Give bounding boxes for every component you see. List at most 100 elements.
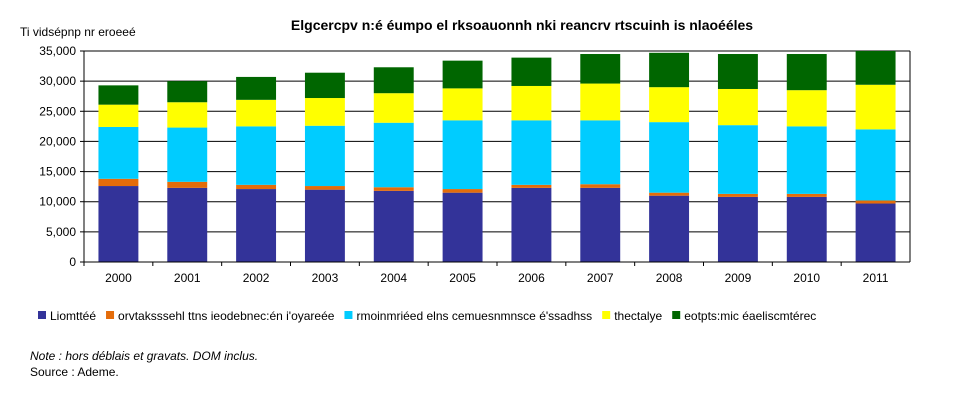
bar-segment [511, 57, 552, 86]
bars [98, 51, 896, 262]
bar-segment [580, 54, 621, 84]
y-tick-label: 15,000 [39, 165, 76, 179]
y-tick-label: 20,000 [39, 134, 76, 148]
bar-segment [717, 54, 758, 89]
legend-label: orvtaksssehl ttns ieodebnec:én i'oyareée [118, 309, 335, 323]
chart-note: Note : hors déblais et gravats. DOM incl… [30, 349, 259, 363]
bar-segment [580, 184, 621, 188]
bar-segment [236, 189, 277, 262]
bar-segment [649, 195, 690, 262]
x-tick-label: 2003 [312, 271, 339, 285]
legend-swatch [672, 311, 681, 319]
bar-segment [855, 84, 896, 130]
x-tick-label: 2001 [174, 271, 201, 285]
bar-segment [855, 200, 896, 204]
bar-segment [442, 88, 483, 121]
x-tick-label: 2008 [656, 271, 683, 285]
bar-segment [236, 76, 277, 100]
bar-segment [786, 90, 827, 127]
y-tick-label: 30,000 [39, 74, 76, 88]
bar-segment [167, 181, 208, 188]
legend-swatch [106, 311, 115, 319]
legend-swatch [344, 311, 353, 319]
bar-segment [304, 125, 345, 187]
gridlines [80, 50, 910, 263]
bar-segment [373, 190, 414, 262]
bar-segment [511, 184, 552, 188]
bar-segment [167, 102, 208, 128]
bar-segment [236, 184, 277, 190]
x-tick-label: 2011 [863, 271, 889, 285]
x-tick-label: 2000 [105, 271, 132, 285]
x-tick-labels: 2000 2001 2002 2003 2004 2005 2006 2007 2008 2009… [83, 262, 889, 285]
bar-segment [304, 189, 345, 262]
bar-segment [855, 51, 896, 85]
legend-label: Liomttéé [50, 309, 96, 323]
bar-segment [786, 196, 827, 262]
x-tick-label: 2006 [518, 271, 545, 285]
y-axis-label: Ti vidsépnp nr eroeeé [20, 25, 136, 39]
bar-segment [580, 187, 621, 262]
bar-segment [373, 67, 414, 94]
bar-segment [511, 85, 552, 121]
legend-swatch [602, 311, 611, 319]
bar-segment [442, 189, 483, 193]
bar-segment [580, 120, 621, 185]
bar-segment [98, 126, 139, 179]
bar-segment [167, 187, 208, 262]
bar-segment [442, 120, 483, 190]
x-tick-label: 2010 [793, 271, 820, 285]
bar-segment [373, 122, 414, 188]
bar-segment [373, 187, 414, 191]
bar-segment [511, 120, 552, 185]
bar-segment [373, 93, 414, 123]
axes [83, 51, 911, 263]
bar-segment [98, 85, 139, 105]
legend: Liomttéé orvtaksssehl ttns ieodebnec:én i… [38, 309, 816, 323]
y-tick-label: 5,000 [46, 225, 76, 239]
chart-title: Elgcercpv n:é éumpo el rksoauonnh nki re… [291, 17, 753, 33]
bar-segment [304, 186, 345, 190]
legend-swatch [38, 311, 46, 319]
bar-segment [98, 178, 139, 187]
bar-segment [786, 193, 827, 197]
legend-label: eotpts:mic éaeliscmtérec [684, 309, 816, 323]
bar-segment [304, 98, 345, 126]
bar-segment [717, 125, 758, 194]
bar-segment [236, 126, 277, 185]
bar-segment [511, 187, 552, 262]
legend-label: rmoinmriéed elns cemuesnmnsce é'ssadhss [356, 309, 592, 323]
bar-segment [167, 127, 208, 182]
y-tick-label: 25,000 [39, 104, 76, 118]
chart-source: Source : Ademe. [30, 365, 119, 379]
bar-segment [855, 203, 896, 262]
bar-segment [167, 81, 208, 103]
bar-segment [649, 122, 690, 193]
x-tick-label: 2009 [725, 271, 752, 285]
bar-segment [580, 83, 621, 121]
bar-segment [98, 104, 139, 127]
bar-segment [442, 60, 483, 89]
bar-segment [236, 99, 277, 127]
y-tick-label: 35,000 [39, 44, 76, 58]
bar-segment [855, 129, 896, 201]
bar-segment [786, 126, 827, 194]
y-tick-label: 0 [69, 255, 76, 269]
y-tick-labels: 0 5,000 10,000 15,000 20,000 25,000 30,000 35,0… [39, 44, 76, 269]
y-tick-label: 10,000 [39, 195, 76, 209]
bar-segment [98, 186, 139, 262]
legend-label: thectalye [614, 309, 662, 323]
bar-segment [649, 87, 690, 123]
bar-segment [786, 54, 827, 91]
x-tick-label: 2004 [380, 271, 407, 285]
bar-segment [304, 72, 345, 99]
x-tick-label: 2007 [587, 271, 614, 285]
x-tick-label: 2005 [449, 271, 476, 285]
x-tick-label: 2002 [243, 271, 270, 285]
bar-segment [649, 52, 690, 88]
bar-segment [717, 196, 758, 262]
bar-segment [717, 88, 758, 126]
bar-segment [717, 193, 758, 197]
bar-segment [649, 192, 690, 196]
